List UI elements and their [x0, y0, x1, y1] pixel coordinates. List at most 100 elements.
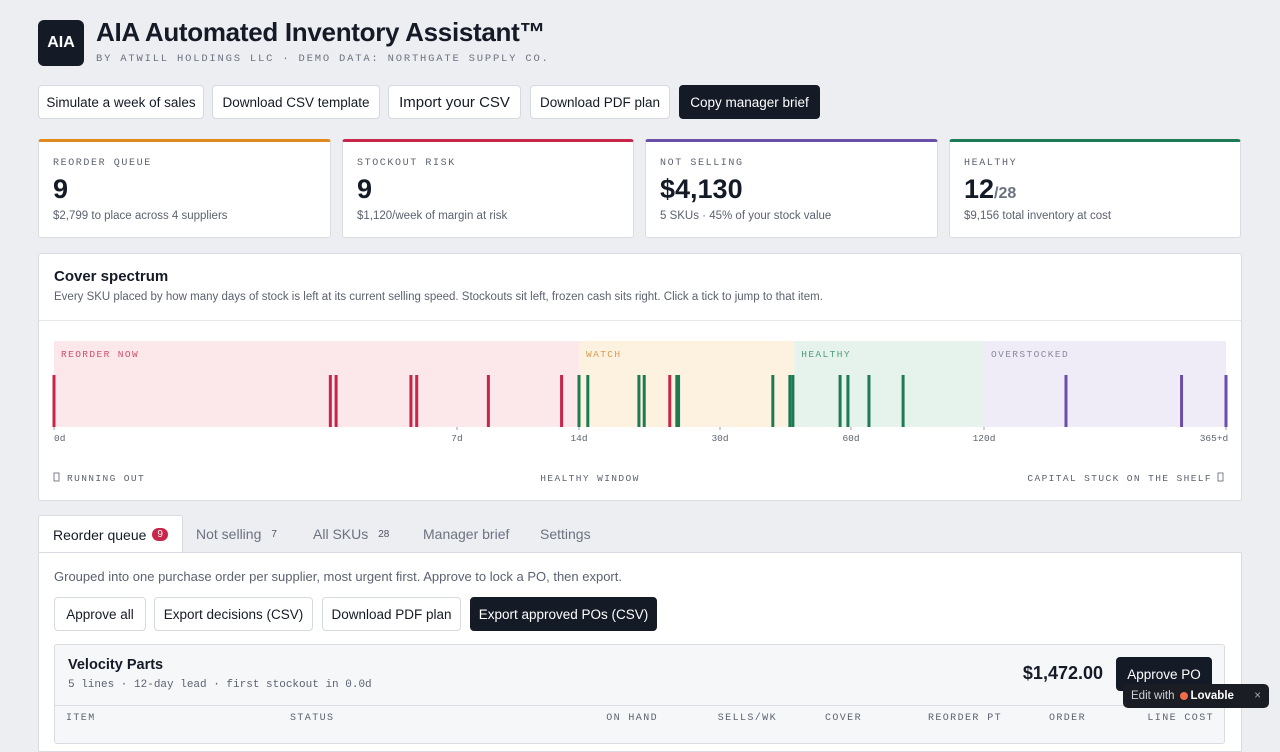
stat-value: 9 — [53, 174, 68, 205]
queue-pdf-button[interactable]: Download PDF plan — [322, 597, 461, 631]
divider — [39, 320, 1241, 321]
export-decisions-button[interactable]: Export decisions (CSV) — [154, 597, 313, 631]
stat-label: STOCKOUT RISK — [357, 158, 456, 169]
tab[interactable]: Manager brief — [423, 515, 509, 553]
zone — [794, 341, 984, 427]
copy-brief-button[interactable]: Copy manager brief — [679, 85, 820, 119]
import-button[interactable]: Import your CSV — [388, 85, 521, 119]
sku-tick[interactable] — [577, 375, 581, 427]
tab-label: Settings — [540, 526, 591, 542]
tab-label: Manager brief — [423, 526, 510, 542]
legend-label: CAPITAL STUCK ON THE SHELF — [1027, 473, 1212, 484]
approve-all-button[interactable]: Approve all — [54, 597, 146, 631]
stat-label: NOT SELLING — [660, 158, 744, 169]
column-header: STATUS — [290, 713, 335, 724]
supplier-name: Velocity Parts — [68, 657, 164, 673]
badge-close[interactable]: × — [1254, 690, 1261, 702]
column-header: ORDER — [1048, 713, 1086, 724]
export-pos-button[interactable]: Export approved POs (CSV) — [470, 597, 657, 631]
stat-note: 5 SKUs · 45% of your stock value — [660, 210, 832, 222]
stat-value: 12/28 — [964, 174, 1016, 205]
logo: AIA — [38, 20, 84, 66]
sku-tick[interactable] — [771, 375, 775, 427]
sku-tick[interactable] — [788, 375, 792, 427]
legend-label: RUNNING OUT — [67, 473, 145, 484]
sku-tick[interactable] — [1180, 375, 1184, 427]
zone — [579, 341, 795, 427]
sku-tick[interactable] — [675, 375, 679, 427]
tab-label: Not selling — [196, 526, 262, 542]
stat-card: REORDER QUEUE 9 $2,799 to place across 4 s… — [38, 139, 331, 238]
tab[interactable]: Not selling 7 — [196, 515, 277, 553]
table-divider — [54, 705, 1225, 706]
stat-value: $4,130 — [660, 174, 743, 205]
stat-note: $2,799 to place across 4 suppliers — [53, 210, 228, 222]
stat-card: NOT SELLING $4,130 5 SKUs · 45% of your st… — [645, 139, 938, 238]
column-header: COVER — [824, 713, 862, 724]
spectrum-description: Every SKU placed by how many days of sto… — [54, 291, 823, 303]
tab-label: Reorder queue — [53, 526, 147, 543]
supplier-total: $1,472.00 — [1022, 663, 1103, 683]
sku-tick[interactable] — [838, 375, 842, 427]
sku-tick[interactable] — [637, 375, 641, 427]
tab-count: 9 — [152, 528, 168, 541]
sku-tick[interactable] — [791, 375, 795, 427]
sku-tick[interactable] — [52, 375, 56, 427]
zone-label: REORDER NOW — [61, 349, 139, 360]
spectrum-chart: REORDER NOW WATCH HEALTHY OVERSTOCKED 0d 7d 14… — [52, 341, 1229, 484]
stat-card: HEALTHY 12/28 $9,156 total inventory at co… — [949, 139, 1241, 238]
stat-value: 9 — [357, 174, 372, 205]
page: {"header":{"logo":"AIA","title":"AIA Aut… — [38, 17, 1269, 752]
simulate-button[interactable]: Simulate a week of sales — [38, 85, 204, 119]
app-subtitle: BY ATWILL HOLDINGS LLC · DEMO DATA: NORT… — [96, 53, 550, 65]
tab[interactable]: Reorder queue 9 — [38, 515, 183, 553]
stat-label: REORDER QUEUE — [53, 158, 152, 169]
zone — [984, 341, 1226, 427]
sku-tick[interactable] — [668, 375, 672, 427]
column-header: ON HAND — [606, 713, 658, 724]
tab-count: 28 — [378, 528, 390, 540]
axis-label: 120d — [973, 433, 996, 444]
sku-tick[interactable] — [328, 375, 332, 427]
stat-total: /28 — [994, 185, 1017, 202]
supplier-card — [54, 644, 1225, 744]
sku-tick[interactable] — [486, 375, 490, 427]
sku-tick[interactable] — [867, 375, 871, 427]
column-header: ITEM — [66, 713, 96, 724]
tab[interactable]: All SKUs 28 — [313, 515, 389, 553]
sku-tick[interactable] — [586, 375, 590, 427]
csv-template-button[interactable]: Download CSV template — [212, 85, 380, 119]
sku-tick[interactable] — [1224, 375, 1228, 427]
axis-label: 60d — [842, 433, 859, 444]
column-header: LINE COST — [1147, 713, 1214, 724]
sku-tick[interactable] — [642, 375, 646, 427]
sku-tick[interactable] — [1064, 375, 1068, 427]
queue-intro: Grouped into one purchase order per supp… — [54, 569, 622, 584]
legend-label: HEALTHY WINDOW — [540, 473, 639, 484]
column-header: REORDER PT — [927, 713, 1002, 724]
legend-icon — [53, 472, 60, 482]
stat-number: $4,130 — [660, 174, 743, 204]
sku-tick[interactable] — [334, 375, 338, 427]
stat-label: HEALTHY — [964, 158, 1018, 169]
sku-tick[interactable] — [677, 375, 681, 427]
axis-label: 7d — [451, 433, 462, 444]
stat-number: 9 — [53, 174, 69, 204]
tab-count: 7 — [271, 528, 277, 540]
stat-number: 9 — [357, 174, 373, 204]
legend-icon — [1217, 472, 1224, 482]
axis-label: 365+d — [1200, 433, 1229, 444]
zone-label: HEALTHY — [801, 349, 851, 360]
tab[interactable]: Settings — [540, 515, 591, 553]
sku-tick[interactable] — [415, 375, 419, 427]
sku-tick[interactable] — [560, 375, 564, 427]
column-header: SELLS/WK — [717, 713, 777, 724]
sku-tick[interactable] — [846, 375, 850, 427]
stat-card: STOCKOUT RISK 9 $1,120/week of margin at r… — [342, 139, 634, 238]
axis-label: 14d — [570, 433, 587, 444]
sku-tick[interactable] — [409, 375, 413, 427]
lovable-badge[interactable]: Edit with Lovable × — [1123, 684, 1269, 708]
sku-tick[interactable] — [901, 375, 905, 427]
zone — [54, 341, 579, 427]
pdf-button[interactable]: Download PDF plan — [530, 85, 670, 119]
